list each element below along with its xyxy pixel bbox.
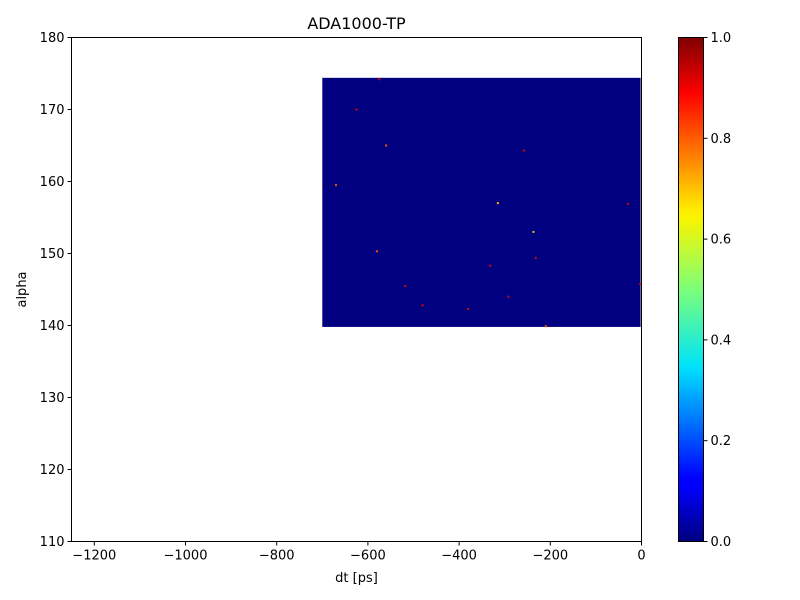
heatmap-hot-pixel bbox=[385, 144, 388, 147]
y-axis: 110 120 130 140 150 160 170 180 bbox=[40, 31, 72, 550]
heatmap-hot-pixel bbox=[376, 250, 379, 253]
heatmap-hot-pixel bbox=[378, 78, 381, 81]
y-tick-label: 170 bbox=[40, 103, 65, 118]
x-tick-label: −400 bbox=[441, 549, 477, 564]
colorbar-tick-label: 0.0 bbox=[711, 535, 732, 550]
y-tick-label: 150 bbox=[40, 247, 65, 262]
heatmap-hot-pixel bbox=[639, 282, 642, 285]
y-axis-label: alpha bbox=[15, 271, 30, 307]
x-tick-label: 0 bbox=[637, 549, 645, 564]
y-tick-label: 110 bbox=[40, 535, 65, 550]
heatmap-hot-pixel bbox=[626, 202, 629, 205]
heatmap-hot-pixel bbox=[489, 264, 492, 267]
colorbar: 0.0 0.2 0.4 0.6 0.8 1.0 bbox=[678, 31, 732, 550]
heatmap-hot-pixel bbox=[334, 184, 337, 187]
y-tick-label: 140 bbox=[40, 319, 65, 334]
heatmap-hot-pixel bbox=[496, 202, 499, 205]
heat-layer bbox=[322, 77, 642, 328]
x-tick-label: −600 bbox=[350, 549, 386, 564]
heatmap-hot-pixel bbox=[534, 256, 537, 259]
x-tick-label: −1200 bbox=[72, 549, 116, 564]
colorbar-tick-label: 0.6 bbox=[711, 233, 732, 248]
heatmap-hot-pixel bbox=[467, 307, 470, 310]
colorbar-tick-label: 1.0 bbox=[711, 31, 732, 46]
colorbar-tick-label: 0.2 bbox=[711, 434, 732, 449]
colorbar-ticks: 0.0 0.2 0.4 0.6 0.8 1.0 bbox=[703, 31, 732, 550]
colorbar-tick-label: 0.4 bbox=[711, 333, 732, 348]
chart-title: ADA1000-TP bbox=[307, 14, 406, 33]
x-tick-label: −200 bbox=[532, 549, 568, 564]
x-axis-label: dt [ps] bbox=[335, 571, 378, 586]
heatmap-hot-pixel bbox=[507, 295, 510, 298]
y-tick-label: 120 bbox=[40, 463, 65, 478]
heatmap-hot-pixel bbox=[355, 108, 358, 111]
heatmap-hot-pixel bbox=[404, 284, 407, 287]
y-tick-label: 160 bbox=[40, 175, 65, 190]
heatmap-hot-pixel bbox=[544, 325, 547, 328]
y-tick-label: 130 bbox=[40, 391, 65, 406]
heatmap-hot-pixel bbox=[522, 149, 525, 152]
plot-frame bbox=[71, 37, 642, 542]
plot-area bbox=[71, 37, 642, 542]
heatmap-hot-pixel bbox=[421, 304, 424, 307]
x-axis: −1200 −1000 −800 −600 −400 −200 0 bbox=[72, 541, 646, 564]
x-tick-label: −800 bbox=[259, 549, 295, 564]
x-tick-label: −1000 bbox=[164, 549, 208, 564]
y-tick-label: 180 bbox=[40, 31, 65, 46]
colorbar-gradient bbox=[678, 37, 704, 542]
heatmap-region bbox=[322, 77, 641, 327]
heatmap-hot-pixel bbox=[532, 230, 535, 233]
colorbar-tick-label: 0.8 bbox=[711, 132, 732, 147]
